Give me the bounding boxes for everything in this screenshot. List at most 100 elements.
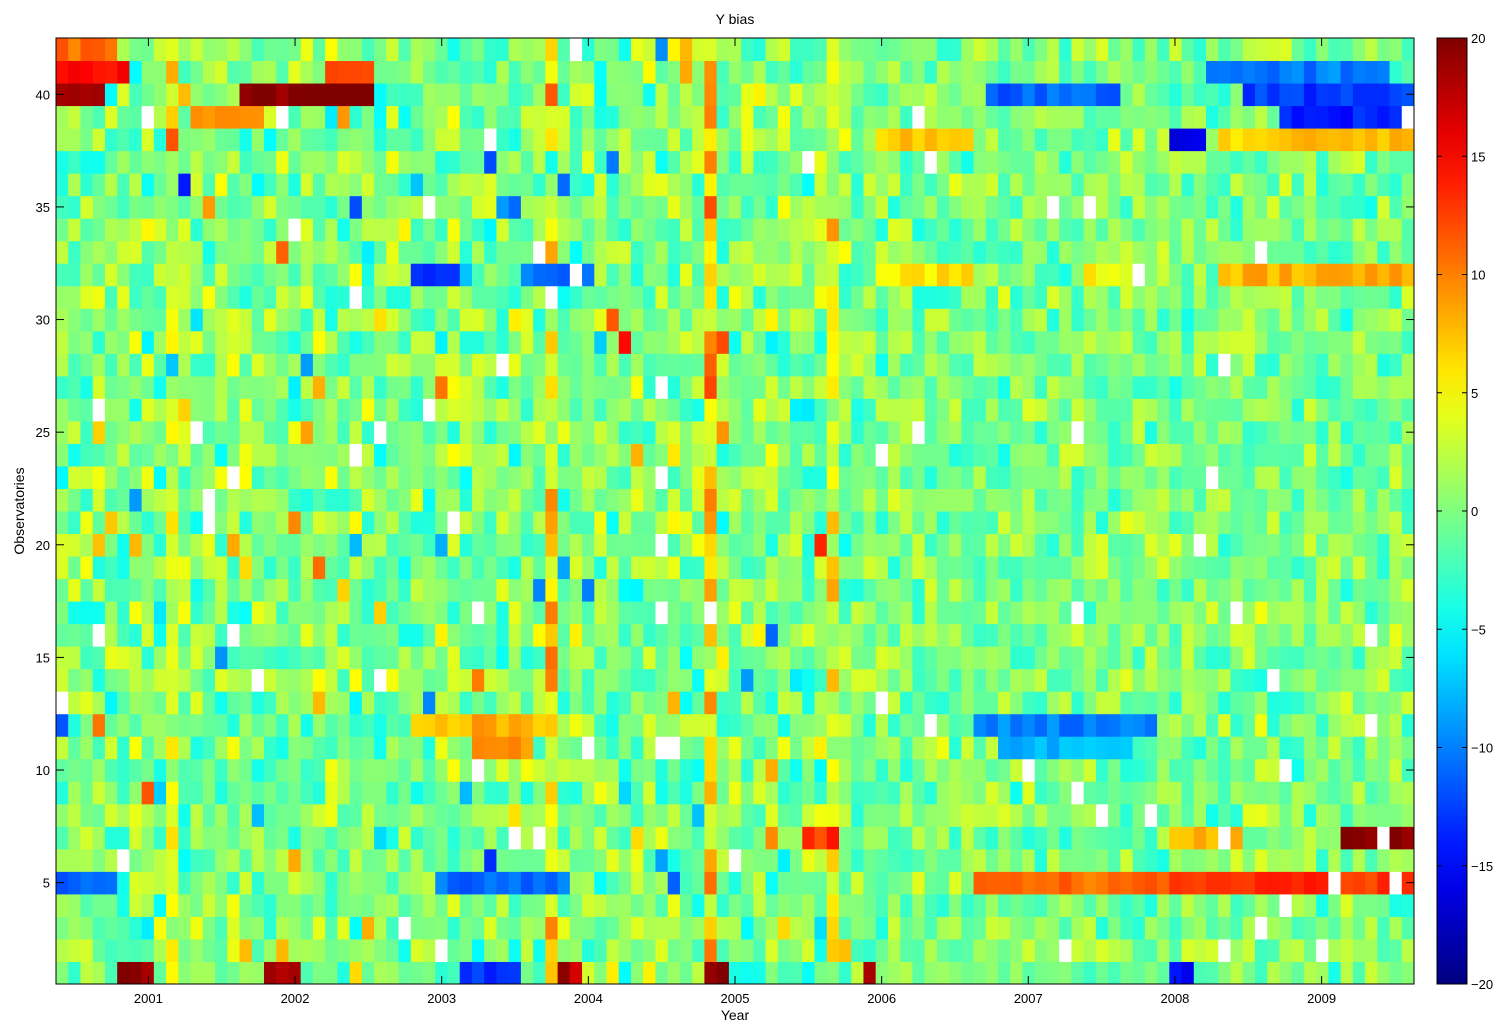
heatmap-cell: [557, 578, 571, 602]
heatmap-cell: [92, 60, 106, 84]
heatmap-cell: [618, 848, 632, 872]
heatmap-cell: [215, 420, 228, 444]
heatmap-cell: [936, 308, 950, 332]
heatmap-cell: [594, 60, 608, 84]
heatmap-cell: [141, 758, 155, 782]
heatmap-cell: [410, 758, 424, 782]
heatmap-cell: [312, 330, 326, 354]
heatmap-cell: [508, 240, 522, 264]
heatmap-cell: [508, 83, 522, 107]
heatmap-cell: [961, 871, 975, 895]
heatmap-cell: [56, 691, 69, 715]
heatmap-cell: [582, 871, 595, 895]
heatmap-cell: [851, 488, 864, 512]
heatmap-cell: [631, 781, 644, 805]
heatmap-cell: [557, 601, 571, 625]
heatmap-cell: [337, 623, 351, 647]
heatmap-cell: [949, 646, 962, 670]
heatmap-cell: [936, 916, 950, 940]
heatmap-cell: [1022, 533, 1036, 557]
heatmap-cell: [1328, 218, 1342, 242]
heatmap-cell: [1352, 218, 1366, 242]
heatmap-cell: [1071, 533, 1085, 557]
heatmap-cell: [1010, 961, 1023, 985]
heatmap-cell: [496, 826, 510, 850]
heatmap-cell: [227, 60, 241, 84]
heatmap-cell: [104, 871, 118, 895]
heatmap-cell: [1181, 871, 1195, 895]
heatmap-cell: [263, 848, 277, 872]
heatmap-cell: [496, 871, 510, 895]
heatmap-cell: [973, 488, 987, 512]
heatmap-cell: [1242, 781, 1256, 805]
heatmap-cell: [153, 511, 167, 535]
heatmap-cell: [410, 398, 424, 422]
heatmap-cell: [1267, 668, 1280, 692]
heatmap-cell: [227, 488, 241, 512]
heatmap-cell: [1279, 285, 1293, 309]
heatmap-cell: [545, 218, 559, 242]
heatmap-cell: [1340, 218, 1354, 242]
heatmap-cell: [104, 781, 118, 805]
heatmap-cell: [1316, 488, 1329, 512]
heatmap-cell: [312, 601, 326, 625]
heatmap-cell: [1291, 893, 1305, 917]
heatmap-cell: [1291, 826, 1305, 850]
heatmap-cell: [1254, 420, 1268, 444]
heatmap-cell: [1034, 150, 1048, 174]
heatmap-cell: [533, 128, 546, 152]
heatmap-cell: [312, 150, 326, 174]
heatmap-cell: [985, 623, 999, 647]
heatmap-cell: [80, 330, 94, 354]
heatmap-cell: [936, 398, 950, 422]
heatmap-cell: [1169, 330, 1183, 354]
heatmap-cell: [949, 938, 962, 962]
heatmap-cell: [1389, 488, 1403, 512]
heatmap-cell: [692, 601, 705, 625]
heatmap-cell: [655, 488, 669, 512]
heatmap-cell: [814, 826, 828, 850]
heatmap-cell: [1267, 938, 1280, 962]
heatmap-cell: [227, 736, 241, 760]
heatmap-cell: [741, 803, 754, 827]
heatmap-cell: [398, 488, 412, 512]
heatmap-cell: [1254, 533, 1268, 557]
heatmap-cell: [557, 263, 571, 287]
heatmap-cell: [1377, 60, 1391, 84]
heatmap-cell: [655, 375, 669, 399]
heatmap-cell: [741, 263, 754, 287]
heatmap-cell: [569, 330, 583, 354]
heatmap-cell: [92, 938, 106, 962]
heatmap-cell: [667, 263, 681, 287]
heatmap-cell: [1254, 511, 1268, 535]
heatmap-cell: [520, 128, 534, 152]
heatmap-cell: [1279, 668, 1293, 692]
heatmap-cell: [153, 871, 167, 895]
heatmap-cell: [679, 488, 693, 512]
heatmap-cell: [533, 38, 546, 62]
heatmap-cell: [104, 578, 118, 602]
heatmap-cell: [1206, 803, 1219, 827]
heatmap-cell: [1352, 961, 1366, 985]
heatmap-cell: [141, 308, 155, 332]
heatmap-cell: [557, 218, 571, 242]
heatmap-cell: [251, 691, 265, 715]
heatmap-cell: [753, 691, 767, 715]
heatmap-cell: [838, 646, 852, 670]
heatmap-cell: [1071, 916, 1085, 940]
heatmap-cell: [1218, 601, 1231, 625]
heatmap-cell: [227, 826, 241, 850]
heatmap-cell: [1389, 646, 1403, 670]
heatmap-cell: [484, 803, 497, 827]
heatmap-cell: [704, 195, 718, 219]
heatmap-cell: [679, 195, 693, 219]
heatmap-cell: [545, 173, 559, 197]
heatmap-cell: [998, 803, 1011, 827]
heatmap-cell: [423, 736, 436, 760]
heatmap-cell: [936, 105, 950, 129]
heatmap-cell: [239, 893, 253, 917]
heatmap-cell: [1132, 105, 1146, 129]
heatmap-cell: [1046, 60, 1060, 84]
heatmap-cell: [1059, 488, 1072, 512]
heatmap-cell: [251, 150, 265, 174]
